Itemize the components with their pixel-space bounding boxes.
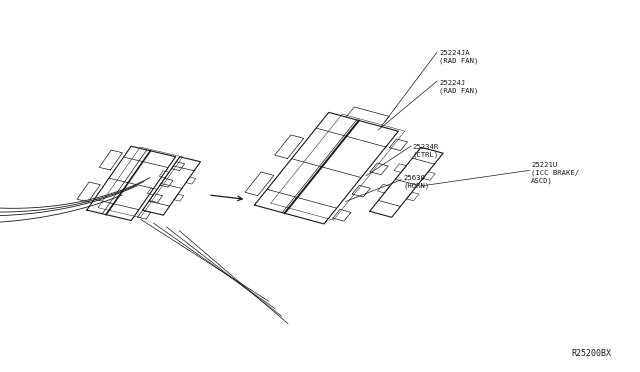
Text: R25200BX: R25200BX — [571, 349, 611, 358]
Text: 25234R
(CTRL): 25234R (CTRL) — [413, 144, 439, 158]
Text: 25224JA
(RAD FAN): 25224JA (RAD FAN) — [439, 49, 479, 64]
Text: 25630
(HORN): 25630 (HORN) — [403, 175, 429, 189]
Text: 25224J
(RAD FAN): 25224J (RAD FAN) — [439, 80, 479, 94]
Text: 25221U
(ICC BRAKE/
ASCD): 25221U (ICC BRAKE/ ASCD) — [531, 162, 579, 184]
